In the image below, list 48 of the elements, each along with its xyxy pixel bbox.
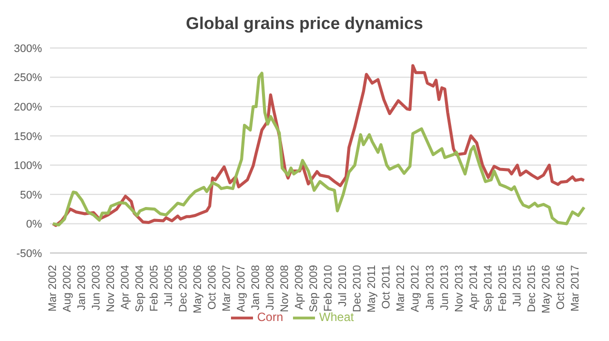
x-tick-label: Aug 2012 [410, 265, 422, 312]
x-tick-label: Feb 2005 [148, 265, 160, 312]
x-tick-label: Feb 2010 [322, 265, 335, 312]
x-tick-label: Jan 2003 [76, 265, 88, 310]
legend-label: Corn [257, 310, 284, 324]
legend-label: Wheat [319, 310, 354, 324]
x-tick-label: Mar 2017 [569, 265, 582, 312]
x-tick-label: Nov 2003 [104, 265, 117, 312]
x-tick-label: Mar 2002 [46, 265, 59, 312]
chart-title: Global grains price dynamics [184, 13, 424, 35]
x-tick-label: Oct 2011 [380, 265, 393, 309]
y-tick-label: 300% [14, 42, 42, 55]
x-tick-label: Feb 2015 [496, 265, 509, 312]
y-tick-label: 50% [20, 189, 42, 202]
x-tick-label: Sep 2014 [482, 265, 494, 312]
y-tick-label: -50% [16, 248, 42, 260]
x-tick-label: Apr 2009 [294, 265, 306, 310]
x-tick-label: May 2011 [366, 265, 378, 312]
x-tick-label: Sep 2004 [134, 265, 146, 312]
x-tick-label: May 2006 [192, 265, 204, 314]
x-tick-label: Jun 2003 [90, 265, 102, 310]
y-tick-label: 200% [14, 101, 42, 114]
x-tick-label: Jul 2010 [337, 265, 350, 307]
x-tick-label: Jun 2008 [264, 265, 277, 310]
x-tick-label: Mar 2012 [395, 265, 408, 312]
x-tick-label: Dec 2010 [352, 265, 364, 312]
x-tick-label: Sep 2009 [308, 265, 320, 312]
x-tick-label: Jan 2008 [250, 265, 262, 310]
x-tick-label: Aug 2007 [236, 265, 248, 312]
y-tick-label: 100% [14, 160, 42, 172]
x-tick-label: Apr 2004 [119, 265, 132, 310]
x-tick-label: Oct 2016 [554, 265, 567, 310]
x-tick-label: Dec 2015 [526, 265, 538, 312]
x-tick-label: May 2016 [540, 265, 552, 314]
x-tick-label: Nov 2013 [453, 265, 466, 312]
x-tick-label: Dec 2005 [178, 265, 190, 312]
x-tick-label: Apr 2014 [468, 265, 480, 310]
x-tick-label: Mar 2007 [221, 265, 234, 312]
x-tick-label: Oct 2006 [206, 265, 219, 310]
x-tick-label: Aug 2002 [61, 265, 74, 312]
x-tick-label: Jan 2013 [424, 265, 436, 310]
y-tick-label: 150% [14, 130, 42, 143]
x-tick-label: Jul 2005 [163, 265, 176, 307]
x-tick-label: Jun 2013 [438, 265, 451, 310]
x-tick-label: Nov 2008 [279, 265, 292, 312]
y-tick-label: 0% [26, 218, 42, 231]
x-tick-label: Jul 2015 [511, 265, 524, 307]
y-tick-label: 250% [14, 72, 42, 84]
